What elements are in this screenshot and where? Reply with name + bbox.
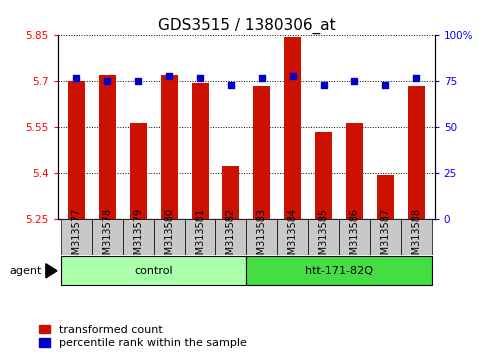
Text: agent: agent [10,266,42,276]
Bar [401,219,432,255]
Text: GSM313581: GSM313581 [195,208,205,267]
Text: GSM313587: GSM313587 [380,207,390,267]
Bar [123,219,154,255]
Point [258,75,266,81]
Text: GSM313577: GSM313577 [71,207,82,267]
Text: GSM313583: GSM313583 [257,208,267,267]
Text: htt-171-82Q: htt-171-82Q [305,266,373,276]
Text: GSM313582: GSM313582 [226,207,236,267]
Bar [61,256,246,285]
Text: GSM313578: GSM313578 [102,207,113,267]
Point [382,82,389,88]
Point [103,79,111,84]
Bar [61,219,92,255]
Bar [154,219,185,255]
Legend: transformed count, percentile rank within the sample: transformed count, percentile rank withi… [40,325,247,348]
Bar [246,219,277,255]
Bar [370,219,401,255]
Text: GSM313584: GSM313584 [288,208,298,267]
Text: GSM313580: GSM313580 [164,208,174,267]
Bar [130,123,147,219]
Bar [68,81,85,219]
Point [412,75,420,81]
Point [289,73,297,79]
Bar [99,75,116,219]
Point [72,75,80,81]
Bar [92,219,123,255]
Bar [315,132,332,219]
Bar [377,175,394,219]
Title: GDS3515 / 1380306_at: GDS3515 / 1380306_at [157,18,335,34]
Bar [161,75,178,219]
Text: control: control [134,266,173,276]
Bar [215,219,246,255]
Bar [185,219,215,255]
Bar [339,219,370,255]
Bar [346,123,363,219]
Text: GSM313588: GSM313588 [411,208,421,267]
Bar [308,219,339,255]
Bar [192,83,209,219]
Bar [284,37,301,219]
Point [134,79,142,84]
Bar [253,86,270,219]
Point [196,75,204,81]
Point [165,73,173,79]
Point [320,82,327,88]
Bar [246,256,432,285]
Bar [222,166,240,219]
Text: GSM313585: GSM313585 [318,207,328,267]
Bar [277,219,308,255]
Bar [408,86,425,219]
Point [351,79,358,84]
Point [227,82,235,88]
Text: GSM313579: GSM313579 [133,207,143,267]
Text: GSM313586: GSM313586 [349,208,359,267]
